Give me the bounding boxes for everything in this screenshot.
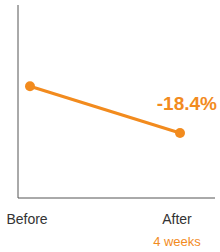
y-axis: [18, 5, 19, 198]
x-axis: [18, 198, 215, 199]
annotation: -18.4%: [157, 93, 217, 114]
point: [175, 128, 185, 138]
x-tick-label: After: [162, 211, 192, 227]
chart-root: Before After 4 weeks -18.4%: [0, 0, 220, 252]
chart: Before After 4 weeks -18.4%: [0, 0, 220, 252]
x-tick-note: 4 weeks: [153, 234, 201, 249]
x-tick-label: Before: [6, 211, 47, 227]
point: [25, 81, 35, 91]
